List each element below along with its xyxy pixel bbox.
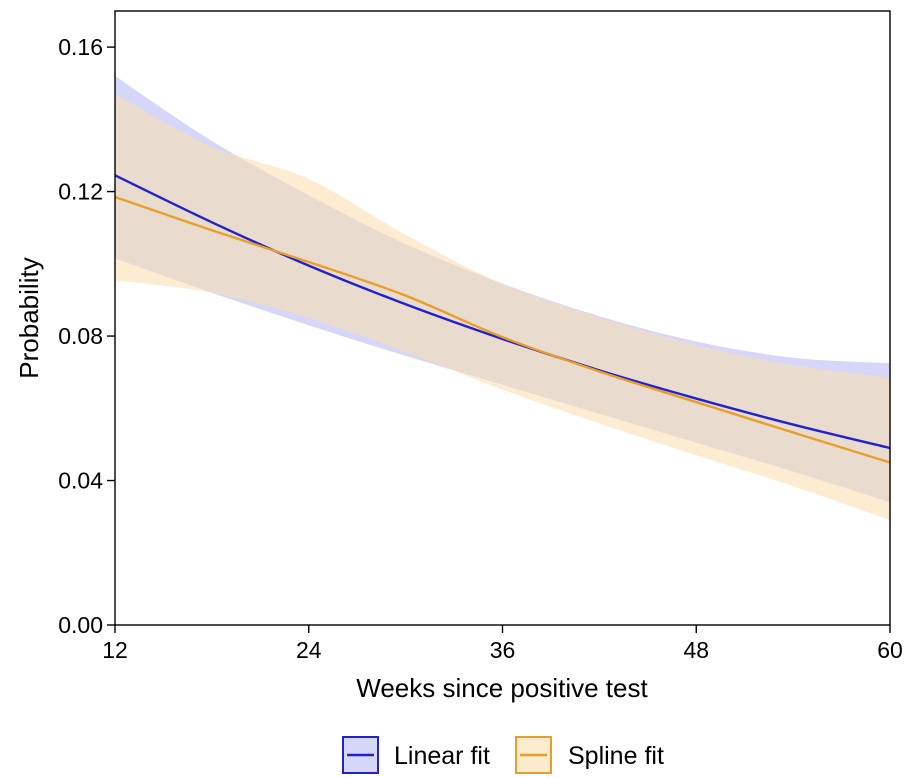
legend-label-2: Spline fit [568, 742, 664, 770]
confidence-bands [115, 76, 890, 521]
y-axis-title: Probability [14, 257, 44, 378]
x-axis-ticks: 12 24 36 48 60 [102, 625, 903, 663]
legend: Linear fit Spline fit [342, 736, 664, 774]
y-axis-ticks: 0.00 0.04 0.08 0.12 0.16 [58, 34, 115, 638]
x-tick-label-5: 60 [877, 637, 903, 663]
y-tick-label-5: 0.16 [58, 34, 103, 60]
y-tick-label-1: 0.00 [58, 612, 103, 638]
series-line-1 [114, 174, 891, 450]
x-tick-label-4: 48 [683, 637, 709, 663]
y-tick-label-2: 0.04 [58, 468, 103, 494]
legend-label-1: Linear fit [394, 742, 490, 770]
fit-lines [114, 174, 891, 464]
x-tick-label-3: 36 [490, 637, 516, 663]
y-tick-label-4: 0.12 [58, 179, 103, 205]
y-tick-label-3: 0.08 [58, 323, 103, 349]
x-tick-label-1: 12 [102, 637, 128, 663]
confidence-band-2 [115, 94, 890, 521]
series-line-2 [114, 195, 891, 464]
x-axis-title: Weeks since positive test [356, 673, 648, 703]
x-tick-label-2: 24 [296, 637, 322, 663]
